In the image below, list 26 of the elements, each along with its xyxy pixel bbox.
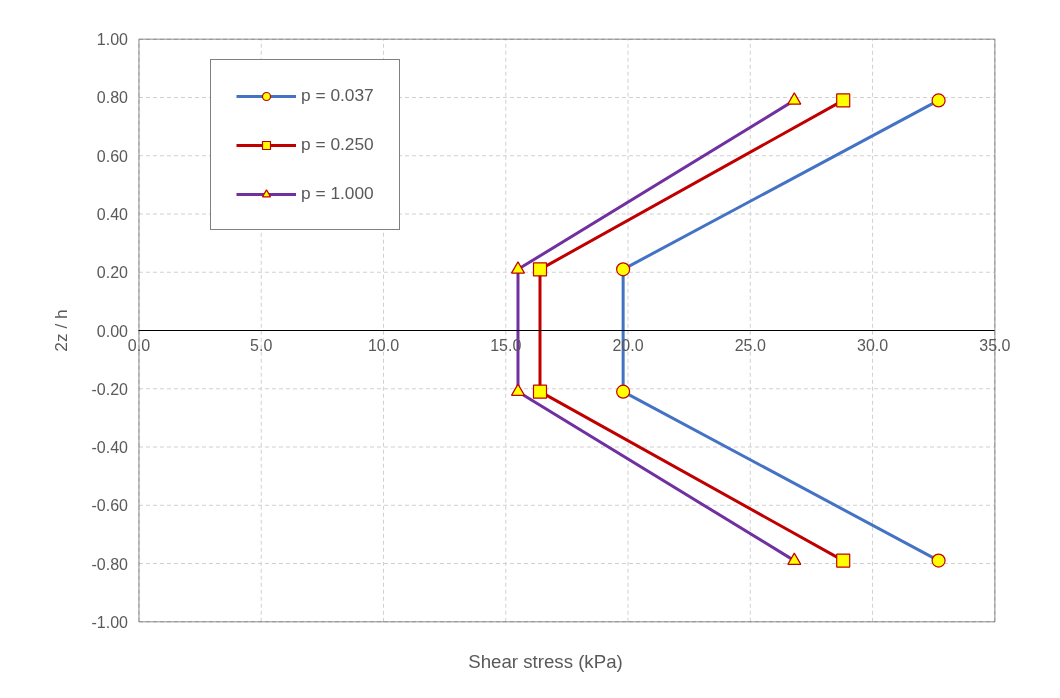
- y-tick-label: 0.60: [96, 147, 129, 165]
- x-tick-label: 0.0: [127, 336, 151, 354]
- y-tick-label: 0.40: [96, 206, 129, 223]
- legend-label: p = 0.250: [301, 134, 374, 155]
- y-tick-label: 0.00: [96, 322, 129, 340]
- x-tick-label: 5.0: [250, 336, 273, 354]
- y-tick-label: -1.00: [91, 613, 129, 631]
- y-tick-label: 0.20: [96, 264, 129, 282]
- y-tick-label: -0.80: [91, 555, 129, 573]
- point: [532, 262, 548, 277]
- y-tick-label: -0.20: [91, 380, 129, 398]
- legend-label: p = 0.037: [301, 85, 374, 106]
- point: [836, 553, 851, 568]
- x-tick-label: 30.0: [856, 336, 889, 354]
- x-axis-title: Shear stress (kPa): [468, 650, 623, 672]
- y-tick-label: 1.00: [96, 31, 129, 49]
- point: [836, 93, 851, 108]
- point: [532, 384, 548, 399]
- x-tick-label: 25.0: [734, 336, 766, 354]
- y-tick-label: 0.80: [96, 89, 129, 107]
- x-tick-label: 35.0: [979, 336, 1011, 354]
- y-tick-label: -0.40: [91, 439, 129, 456]
- y-tick-label: -0.60: [91, 497, 129, 515]
- legend-label: p = 1.000: [301, 183, 374, 204]
- y-axis-title: 2z / h: [50, 309, 71, 352]
- x-tick-label: 10.0: [367, 336, 400, 354]
